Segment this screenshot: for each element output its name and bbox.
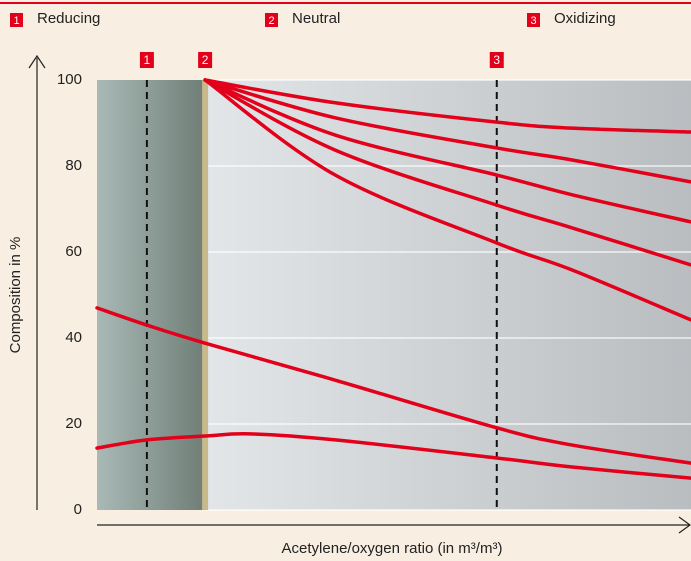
y-tick-label: 60 — [65, 243, 82, 260]
legend-box — [10, 13, 23, 27]
y-tick-label: 80 — [65, 157, 82, 174]
marker-box — [139, 52, 154, 68]
marker-box — [489, 52, 504, 68]
legend-number: 1 — [13, 15, 19, 27]
y-axis-arrowhead — [28, 54, 46, 69]
legend-label: Neutral — [292, 10, 340, 27]
legend-label: Reducing — [37, 10, 100, 27]
oxidizing-zone — [205, 80, 691, 510]
legend-box — [265, 13, 278, 27]
labels: 0 20 40 60 80 100 — [57, 71, 82, 518]
y-tick-label: 40 — [65, 329, 82, 346]
marks: 1 2 3 — [139, 52, 504, 510]
curve — [95, 432, 691, 480]
curve — [203, 78, 691, 267]
curve — [203, 78, 691, 224]
legend-box — [527, 13, 540, 27]
curve — [203, 78, 691, 184]
marker-label: 2 — [202, 53, 209, 67]
x-axis-arrowhead — [678, 516, 691, 534]
marker-box — [198, 52, 213, 68]
lines — [95, 78, 691, 480]
plot-background — [97, 80, 691, 510]
marker-line — [202, 80, 209, 510]
y-axis-label: Composition in % — [7, 237, 24, 354]
y-tick-label: 0 — [74, 501, 82, 518]
legend-label: Oxidizing — [554, 10, 616, 27]
marker-label: 3 — [493, 53, 500, 67]
marker-label: 1 — [144, 53, 151, 67]
curve — [95, 306, 691, 465]
legend-number: 3 — [530, 15, 536, 27]
x-axis-label: Acetylene/oxygen ratio (in m³/m³) — [282, 540, 503, 557]
curve — [203, 78, 691, 322]
legend-number: 2 — [268, 15, 274, 27]
y-tick-label: 20 — [65, 415, 82, 432]
curve — [203, 78, 691, 134]
y-tick-label: 100 — [57, 71, 82, 88]
